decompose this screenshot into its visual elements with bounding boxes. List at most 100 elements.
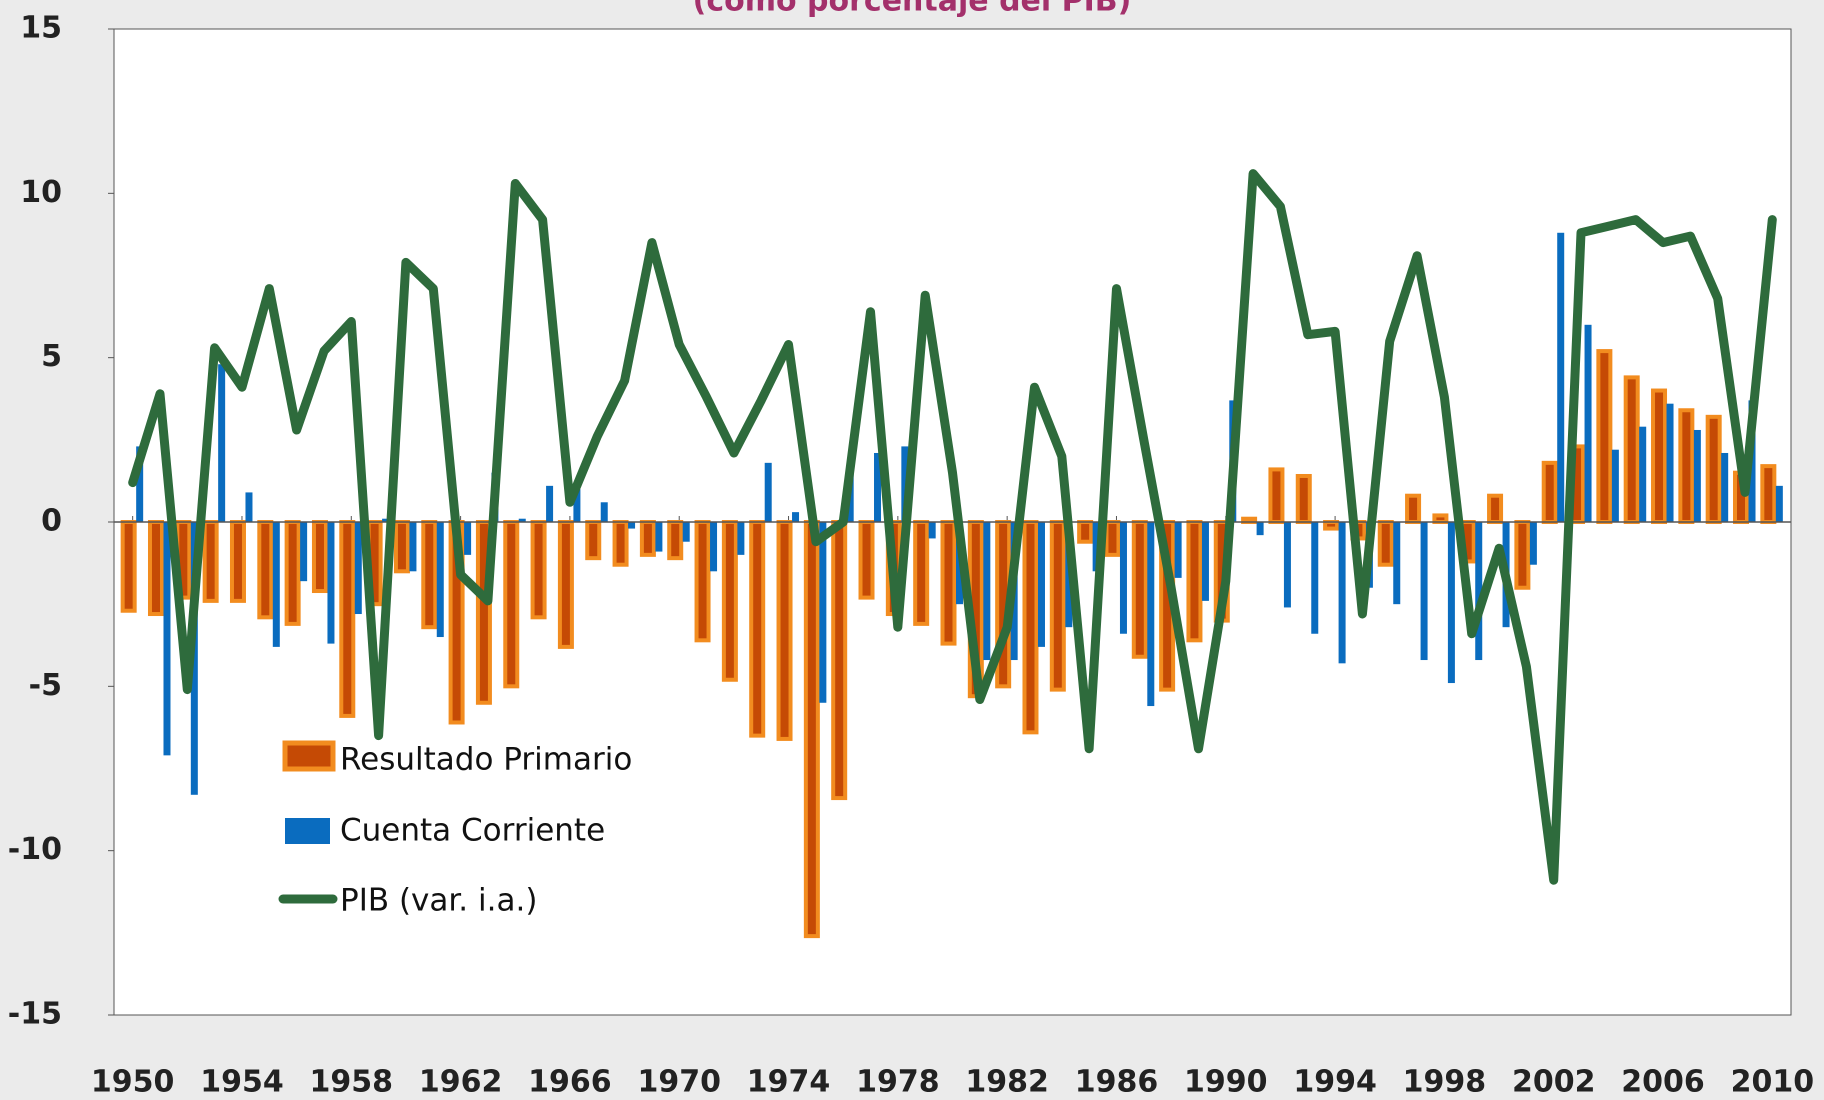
bar (300, 522, 308, 582)
x-tick-label: 1954 (200, 1065, 284, 1100)
bar (218, 364, 226, 522)
bar (1092, 522, 1100, 572)
legend: Resultado Primario Cuenta Corriente PIB … (278, 740, 632, 919)
bar (327, 522, 335, 644)
bar (1405, 493, 1422, 524)
bar (1104, 520, 1121, 557)
x-tick-label: 1974 (747, 1065, 831, 1100)
x-tick-label: 1978 (856, 1065, 940, 1100)
bar (913, 520, 930, 626)
bar (163, 522, 171, 756)
bar (874, 452, 882, 522)
bar (1393, 522, 1401, 605)
bar (1201, 522, 1209, 601)
bar (831, 520, 848, 801)
bar (928, 522, 936, 539)
bar (1049, 520, 1066, 692)
bar (1432, 513, 1449, 525)
bar (585, 520, 602, 561)
bar (776, 520, 793, 741)
bar (284, 520, 301, 626)
bar (803, 520, 820, 939)
bar (1584, 324, 1592, 522)
bar (1514, 520, 1531, 590)
bar (1323, 520, 1340, 531)
bar (737, 522, 745, 555)
bar (1475, 522, 1483, 661)
bar (1295, 473, 1312, 524)
bar (1447, 522, 1455, 684)
bar (628, 522, 636, 529)
y-tick-label: 0 (41, 504, 62, 539)
y-tick-label: 15 (20, 11, 62, 46)
bar (1147, 522, 1155, 707)
x-tick-label: 1998 (1403, 1065, 1487, 1100)
x-tick-label: 2002 (1512, 1065, 1596, 1100)
bar (1623, 375, 1640, 524)
bar (749, 520, 766, 738)
x-tick-label: 1986 (1075, 1065, 1159, 1100)
bar (409, 522, 417, 572)
x-tick-label: 2006 (1621, 1065, 1705, 1100)
x-tick-label: 1962 (419, 1065, 503, 1100)
x-tick-label: 1982 (965, 1065, 1049, 1100)
bar (557, 520, 574, 649)
bar (546, 485, 554, 522)
y-tick-label: -15 (8, 997, 62, 1032)
legend-label: PIB (var. i.a.) (340, 883, 537, 919)
bar (1760, 464, 1777, 525)
y-tick-label: 5 (41, 339, 62, 374)
bar (1338, 522, 1346, 664)
bar (354, 522, 362, 615)
x-tick-label: 2010 (1731, 1065, 1815, 1100)
bar (190, 522, 198, 795)
bar (1037, 522, 1045, 647)
bar (1119, 522, 1127, 634)
bar (858, 520, 875, 600)
bar (1596, 349, 1613, 524)
bar (1174, 522, 1182, 578)
legend-label: Resultado Primario (340, 742, 632, 778)
bar (1666, 403, 1674, 522)
bar (1529, 522, 1537, 565)
y-tick-label: -10 (8, 832, 62, 867)
x-tick-label: 1966 (528, 1065, 612, 1100)
x-tick-label: 1990 (1184, 1065, 1268, 1100)
bar (1268, 467, 1285, 524)
bar (819, 522, 827, 703)
bar (682, 522, 690, 542)
bar (272, 522, 280, 647)
bar (382, 518, 390, 522)
bar (721, 520, 738, 682)
bar (573, 489, 581, 522)
bar (1557, 232, 1565, 523)
bar (639, 520, 656, 557)
bar (1022, 520, 1039, 735)
bar (667, 520, 684, 561)
bar (436, 522, 444, 638)
bar (1283, 522, 1291, 608)
x-tick-label: 1950 (91, 1065, 175, 1100)
bar (1693, 429, 1701, 522)
bar (1639, 426, 1647, 522)
bar (1186, 520, 1203, 643)
bar (530, 520, 547, 620)
bar (136, 446, 144, 522)
legend-swatch (285, 818, 330, 844)
bar (1775, 485, 1783, 522)
bar (1705, 414, 1722, 524)
bar (710, 522, 718, 572)
bar (1721, 452, 1729, 522)
y-tick-label: -5 (29, 668, 62, 703)
bar (464, 522, 472, 555)
bar (257, 520, 274, 620)
bar (655, 522, 663, 552)
chart-title: (como porcentaje del PIB) (693, 0, 1132, 19)
bar (1651, 388, 1668, 524)
bar (1256, 522, 1264, 536)
bar (503, 520, 520, 689)
bar (120, 520, 137, 613)
bar (1420, 522, 1428, 661)
